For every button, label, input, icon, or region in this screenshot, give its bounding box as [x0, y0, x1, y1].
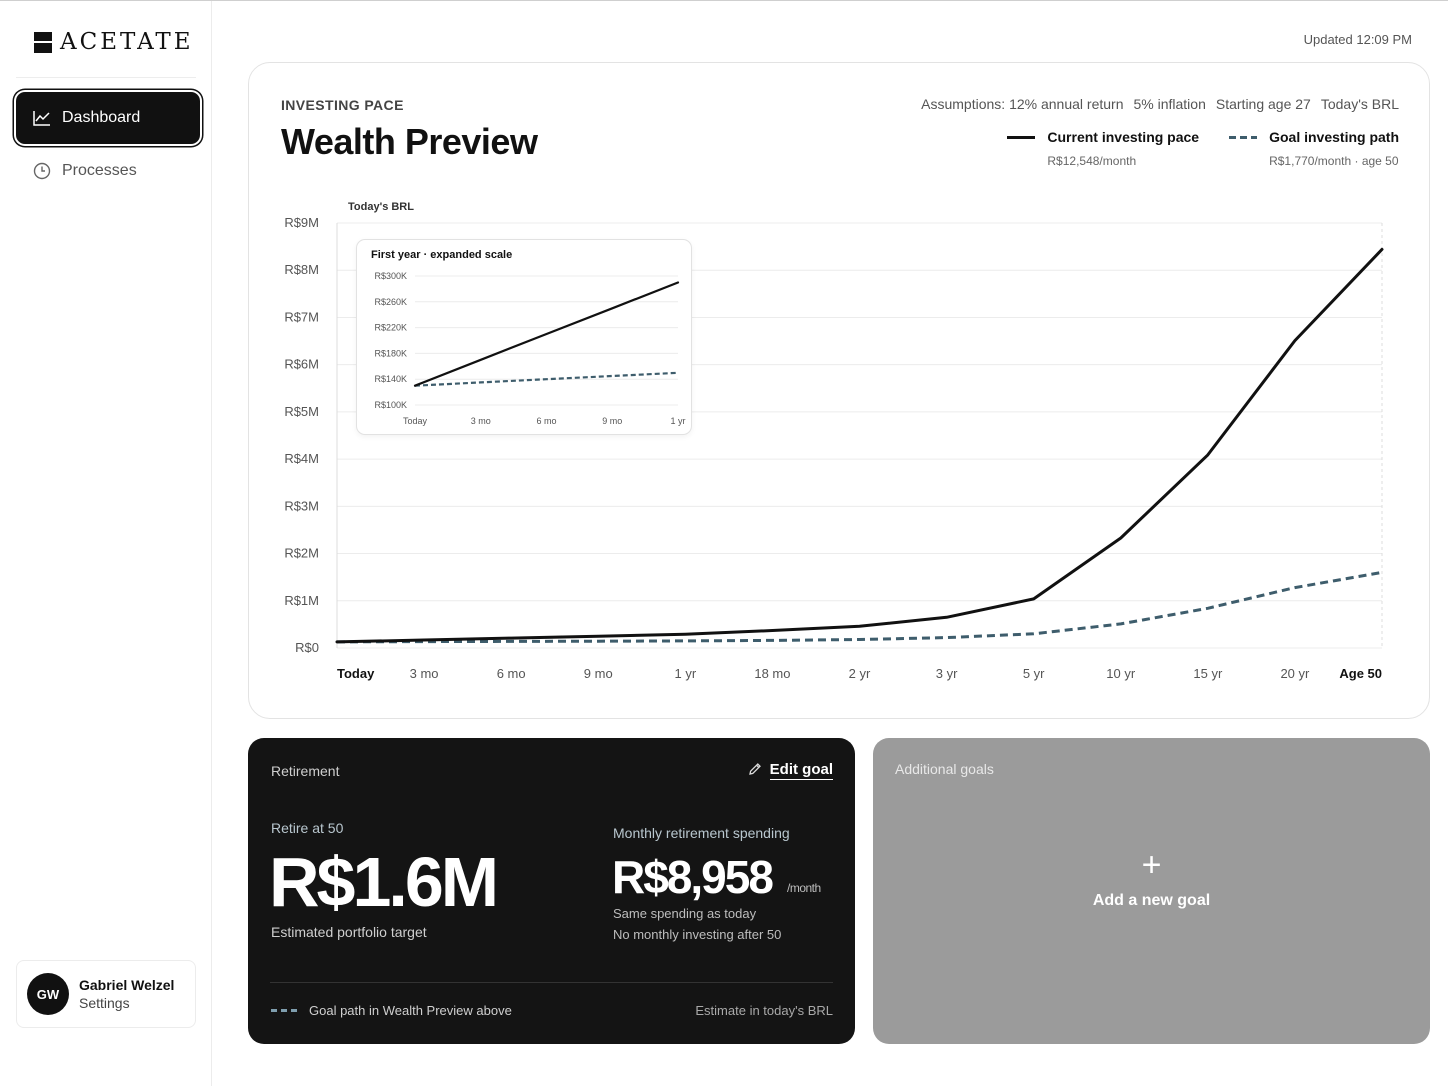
wealth-preview-card: Today's BRL R$0 R$1M R$2M R$3M R$4M R$5M R$6M R$…: [248, 62, 1430, 719]
legend-label: Current investing pace: [1047, 129, 1200, 145]
y-tick-label: R$180K: [374, 348, 407, 358]
y-tick-label: R$9M: [284, 215, 319, 230]
y-tick-label: R$3M: [284, 498, 319, 513]
goal-path-note-text: Goal path in Wealth Preview above: [309, 1003, 512, 1018]
pencil-icon: [748, 762, 762, 780]
y-tick-label: R$100K: [374, 400, 407, 410]
sidebar-item-label: Processes: [62, 162, 137, 179]
sidebar: ACETATE Dashboard Processes GW Gabriel W…: [0, 1, 212, 1086]
y-tick-label: R$8M: [284, 262, 319, 277]
y-tick-label: R$5M: [284, 404, 319, 419]
x-tick-label: 3 mo: [410, 666, 439, 681]
page-title: Wealth Preview: [281, 121, 538, 162]
edit-goal-button[interactable]: Edit goal: [748, 761, 833, 780]
y-tick-label: R$140K: [374, 374, 407, 384]
goal-path-series-line: [336, 570, 1383, 644]
inset-title: First year · expanded scale: [371, 249, 513, 261]
assumption-return: Assumptions: 12% annual return: [921, 96, 1124, 112]
y-tick-label: R$1M: [284, 593, 319, 608]
assumption-currency: Today's BRL: [1320, 96, 1399, 112]
y-tick-label: R$6M: [284, 357, 319, 372]
x-tick-label: 6 mo: [497, 666, 526, 681]
add-goal-button[interactable]: + Add a new goal: [873, 848, 1430, 910]
legend-sub: R$12,548/month: [1047, 154, 1137, 168]
first-year-inset: R$100K R$140K R$180K R$220K R$260K R$300K Toda…: [356, 239, 692, 435]
x-tick-label: 18 mo: [754, 666, 790, 681]
current-pace-series-line: [413, 281, 680, 387]
user-card[interactable]: GW Gabriel Welzel Settings: [16, 960, 196, 1028]
plus-icon: +: [1141, 846, 1162, 884]
settings-link[interactable]: Settings: [79, 995, 130, 1011]
chart-legend: Current investing pace R$12,548/month Go…: [1007, 129, 1399, 168]
chart-line-icon: [32, 108, 52, 128]
additional-goals-label: Additional goals: [895, 761, 994, 777]
sidebar-item-processes[interactable]: Processes: [16, 145, 200, 197]
logo-mark-icon: [34, 31, 52, 53]
monthly-spending-amount: R$8,958: [612, 851, 774, 903]
monthly-spending-label: Monthly retirement spending: [613, 825, 790, 841]
legend-sub: R$1,770/month · age 50: [1269, 154, 1399, 168]
x-tick-label: 5 yr: [1023, 666, 1045, 681]
x-tick-label: 15 yr: [1193, 666, 1223, 681]
legend-label: Goal investing path: [1269, 129, 1399, 145]
y-tick-label: R$260K: [374, 297, 407, 307]
assumption-age: Starting age 27: [1215, 96, 1311, 112]
x-tick-label: 1 yr: [674, 666, 696, 681]
user-name: Gabriel Welzel: [79, 977, 175, 993]
avatar: GW: [27, 973, 69, 1015]
x-tick-label: 2 yr: [849, 666, 871, 681]
y-tick-label: R$220K: [374, 323, 407, 333]
y-tick-label: R$7M: [284, 309, 319, 324]
same-spending-note: Same spending as today: [613, 906, 757, 921]
y-axis-label: Today's BRL: [348, 201, 414, 213]
x-tick-label: 1 yr: [670, 416, 685, 426]
portfolio-target-amount: R$1.6M: [269, 843, 499, 921]
x-tick-label: 20 yr: [1280, 666, 1310, 681]
per-month-unit: /month: [787, 881, 821, 895]
retirement-card: Retirement Edit goal Retire at 50 R$1.6M…: [248, 738, 855, 1044]
x-tick-label: 9 mo: [602, 416, 622, 426]
y-tick-label: R$300K: [374, 271, 407, 281]
x-tick-label: 3 yr: [936, 666, 958, 681]
clock-icon: [32, 161, 52, 181]
goal-path-series-line: [414, 371, 679, 387]
updated-timestamp: Updated 12:09 PM: [1303, 32, 1412, 47]
x-tick-label: 6 mo: [536, 416, 556, 426]
current-pace-series-line: [335, 247, 1384, 644]
portfolio-target-caption: Estimated portfolio target: [271, 924, 427, 940]
sidebar-item-dashboard[interactable]: Dashboard: [16, 92, 200, 144]
logo[interactable]: ACETATE: [34, 29, 194, 55]
legend-goal: Goal investing path R$1,770/month · age …: [1229, 129, 1399, 168]
x-tick-label: 10 yr: [1106, 666, 1136, 681]
retire-at-label: Retire at 50: [271, 820, 344, 836]
additional-goals-card: Additional goals + Add a new goal: [873, 738, 1430, 1044]
legend-current: Current investing pace R$12,548/month: [1007, 129, 1199, 168]
edit-goal-label: Edit goal: [769, 761, 833, 780]
y-tick-label: R$4M: [284, 451, 319, 466]
x-tick-label: 9 mo: [584, 666, 613, 681]
y-tick-label: R$2M: [284, 546, 319, 561]
legend-swatch-dashed: [1229, 135, 1258, 139]
no-investing-note: No monthly investing after 50: [613, 927, 782, 942]
add-goal-label: Add a new goal: [1092, 892, 1211, 909]
retirement-label: Retirement: [271, 763, 340, 779]
sidebar-divider: [16, 77, 196, 78]
assumption-inflation: 5% inflation: [1133, 96, 1206, 112]
assumptions: Assumptions: 12% annual return 5% inflat…: [921, 96, 1399, 112]
retirement-divider: [270, 982, 833, 983]
sidebar-item-label: Dashboard: [62, 109, 141, 126]
x-tick-label: Today: [337, 666, 375, 681]
x-tick-label: Today: [403, 416, 428, 426]
inset-chart: R$100K R$140K R$180K R$220K R$260K R$300K Toda…: [374, 271, 685, 426]
goal-path-note: Goal path in Wealth Preview above: [271, 1003, 512, 1018]
logo-text: ACETATE: [60, 29, 194, 55]
x-tick-label: 3 mo: [471, 416, 491, 426]
card-eyebrow: INVESTING PACE: [281, 97, 404, 113]
x-tick-label: Age 50: [1339, 666, 1382, 681]
y-tick-label: R$0: [295, 640, 319, 655]
dashed-line-icon: [271, 1009, 299, 1012]
legend-swatch-solid: [1007, 135, 1036, 139]
estimate-note: Estimate in today's BRL: [695, 1003, 833, 1018]
